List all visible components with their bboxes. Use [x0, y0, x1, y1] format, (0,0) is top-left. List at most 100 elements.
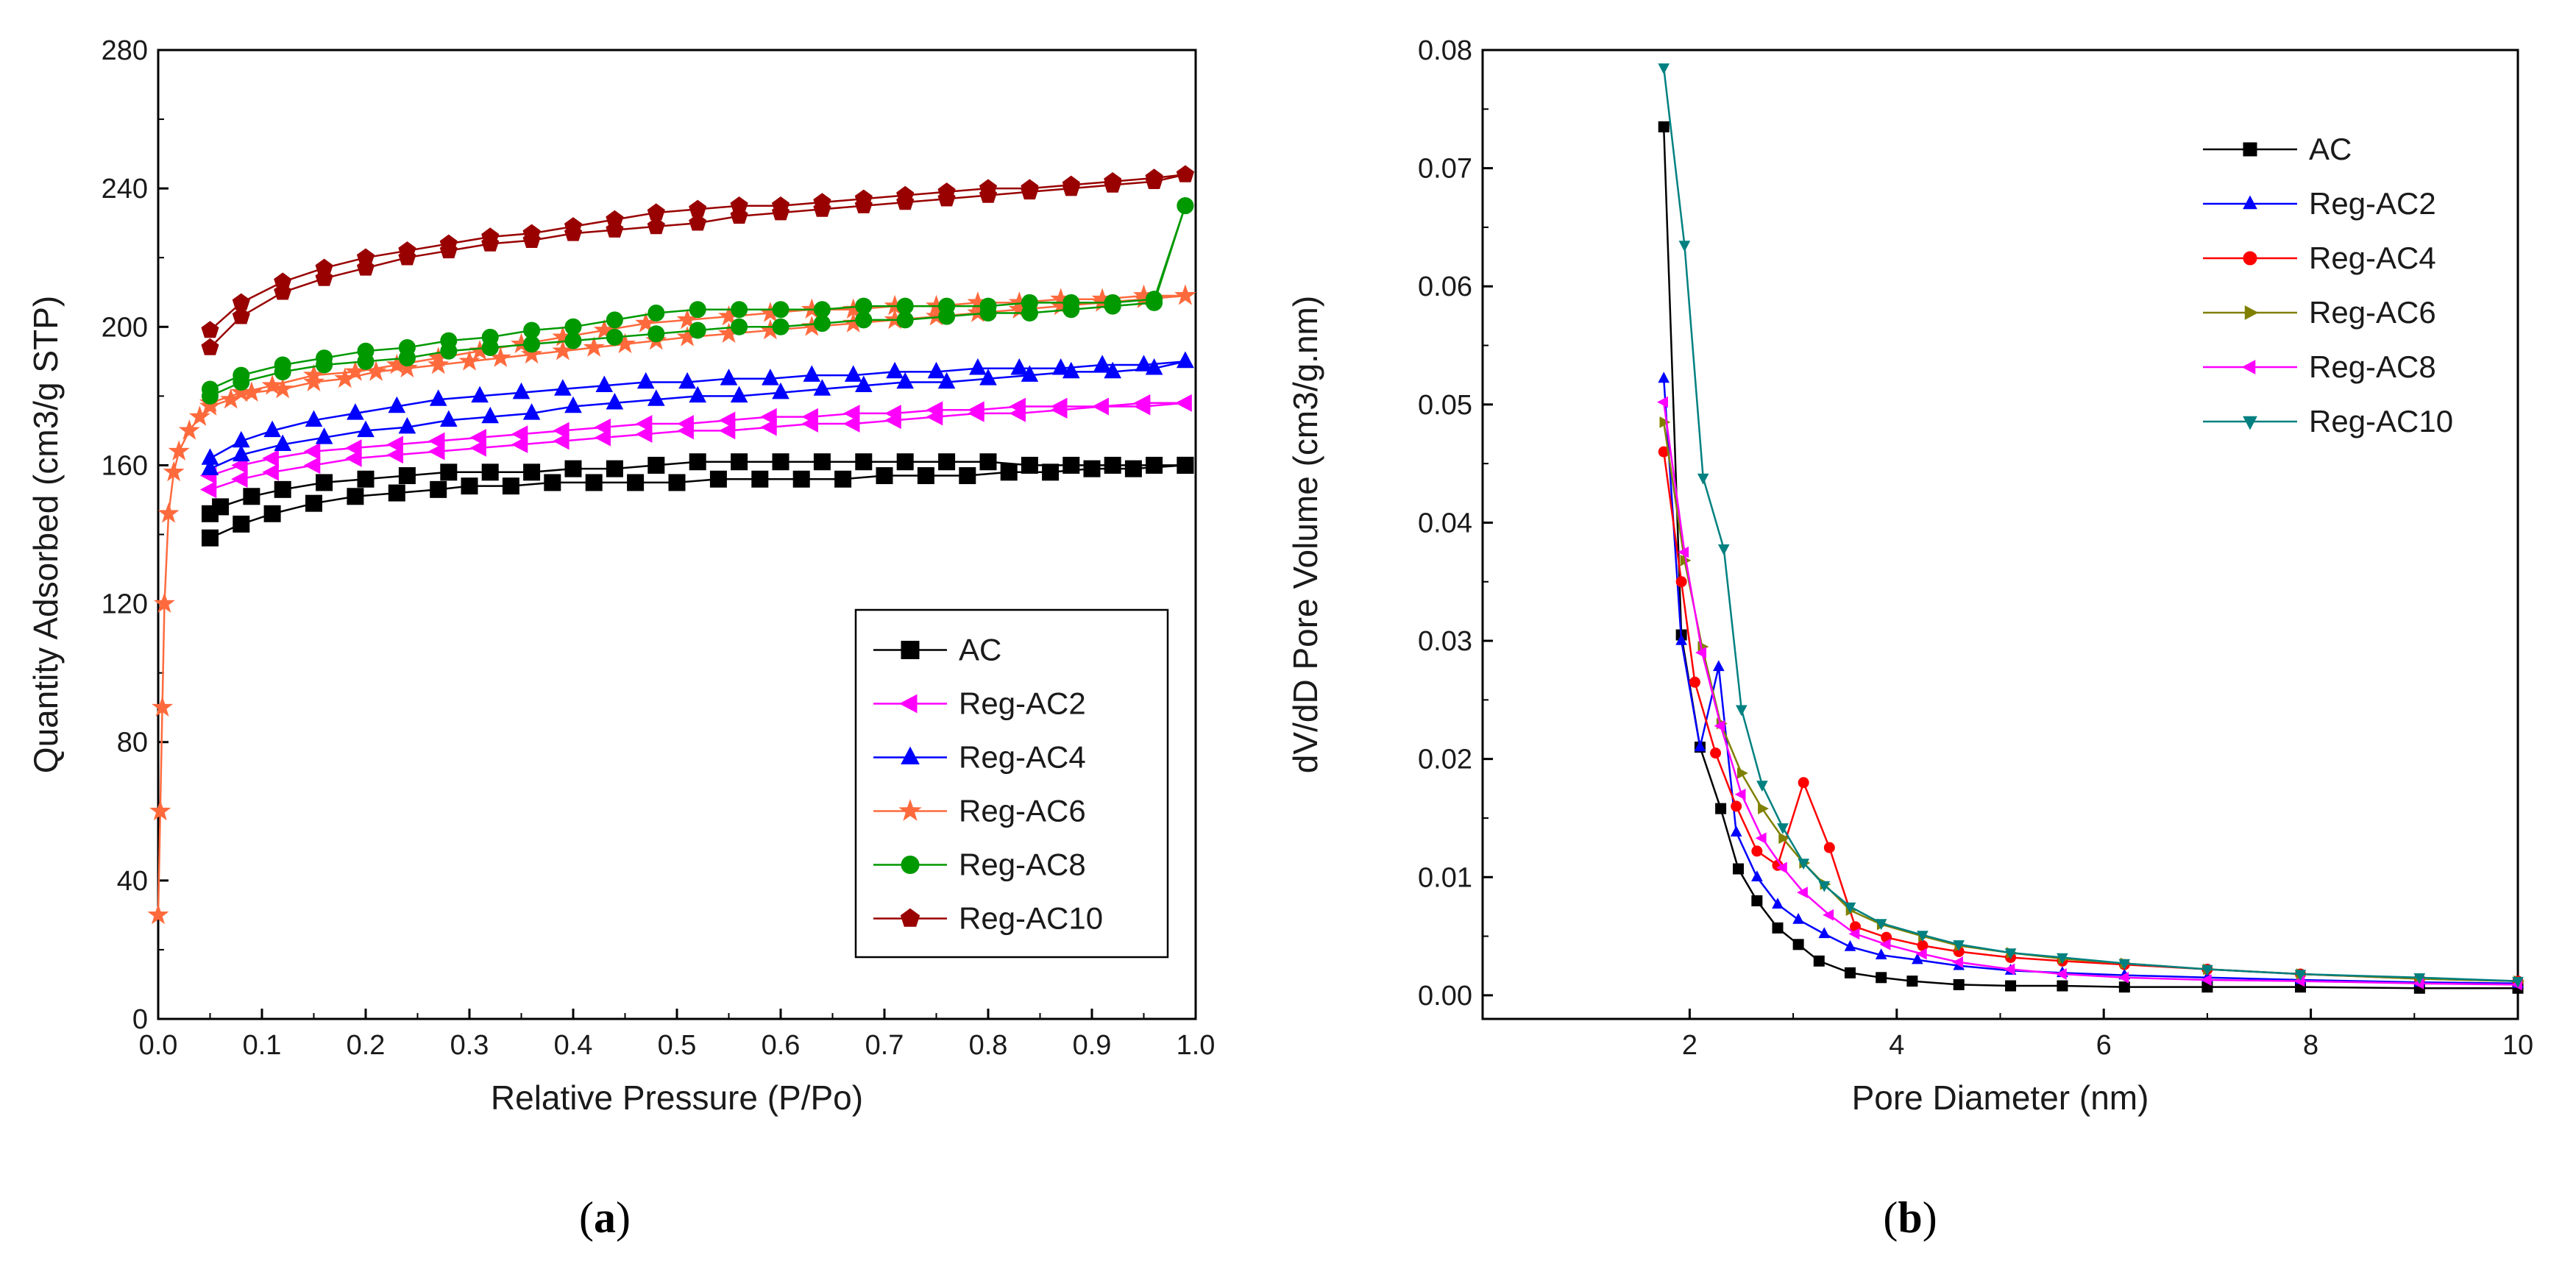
- data-point-reg-ac2: [1009, 397, 1026, 416]
- legend-marker-reg-ac4: [2243, 251, 2257, 266]
- data-point-reg-ac4: [1689, 676, 1700, 688]
- series-line-reg-ac4: [1662, 451, 2519, 982]
- data-point-reg-ac2: [1092, 397, 1109, 416]
- data-point-reg-ac8: [772, 318, 790, 335]
- data-point-reg-ac2: [469, 428, 486, 447]
- data-point-reg-ac6: [1659, 416, 1671, 428]
- data-point-reg-ac10: [689, 199, 707, 217]
- legend-label-reg-ac8: Reg-AC8: [959, 848, 1086, 882]
- legend-label-reg-ac10: Reg-AC10: [2309, 404, 2453, 438]
- data-point-ac: [1104, 456, 1121, 474]
- data-point-reg-ac4: [1093, 355, 1111, 372]
- data-point-ac: [1021, 456, 1038, 474]
- data-point-reg-ac8: [564, 318, 582, 335]
- data-point-ac: [731, 453, 748, 471]
- data-point-reg-ac4: [315, 427, 333, 444]
- legend-marker-reg-ac8: [901, 856, 920, 874]
- data-point-reg-ac8: [2055, 968, 2067, 980]
- data-point-ac: [1146, 456, 1163, 474]
- legend-marker-reg-ac10: [900, 908, 920, 927]
- data-point-reg-ac8: [1678, 546, 1689, 558]
- data-point-reg-ac4: [606, 393, 624, 410]
- legend-label-reg-ac4: Reg-AC4: [2309, 241, 2436, 275]
- data-point-reg-ac2: [594, 418, 611, 436]
- data-point-reg-ac8: [274, 356, 291, 374]
- legend-marker-reg-ac2: [899, 694, 918, 714]
- data-point-reg-ac2: [199, 480, 217, 499]
- data-point-reg-ac6: [1174, 284, 1196, 305]
- data-point-reg-ac8: [772, 301, 790, 319]
- data-point-reg-ac10: [2118, 959, 2131, 970]
- data-point-reg-ac10: [979, 179, 998, 196]
- legend-label-reg-ac6: Reg-AC6: [2309, 295, 2436, 330]
- data-point-ac: [751, 470, 769, 488]
- data-point-reg-ac2: [1912, 953, 1923, 964]
- data-point-reg-ac10: [771, 196, 790, 213]
- data-point-reg-ac8: [731, 318, 748, 335]
- y-axis-label: dV/dD Pore Volume (cm3/g.nm): [1286, 296, 1324, 773]
- data-point-reg-ac10: [1697, 473, 1709, 485]
- data-point-reg-ac4: [762, 369, 779, 385]
- data-point-reg-ac10: [201, 338, 219, 355]
- data-point-reg-ac4: [937, 372, 956, 389]
- data-point-reg-ac8: [731, 301, 748, 319]
- data-point-reg-ac10: [232, 307, 250, 324]
- data-point-reg-ac8: [523, 321, 541, 339]
- x-tick-label: 0.8: [969, 1030, 1008, 1061]
- data-point-reg-ac4: [803, 365, 821, 382]
- series-reg-ac8: [1657, 396, 2522, 991]
- data-point-reg-ac8: [440, 332, 458, 349]
- data-point-reg-ac4: [969, 358, 987, 375]
- series-reg-ac8: [202, 197, 1194, 405]
- y-tick-label: 280: [102, 35, 148, 66]
- series-line-reg-ac6: [1662, 422, 2519, 982]
- data-point-reg-ac10: [1917, 931, 1929, 942]
- data-point-reg-ac4: [1751, 845, 1763, 857]
- data-point-reg-ac10: [1953, 940, 1965, 951]
- data-point-reg-ac2: [1694, 740, 1706, 752]
- data-point-reg-ac6: [163, 461, 185, 482]
- legend-label-reg-ac4: Reg-AC4: [959, 740, 1086, 775]
- x-tick-label: 1.0: [1177, 1030, 1216, 1061]
- data-point-reg-ac4: [398, 416, 416, 434]
- data-point-ac: [523, 463, 541, 481]
- data-point-reg-ac2: [1844, 939, 1856, 951]
- data-point-reg-ac10: [315, 258, 333, 276]
- data-point-reg-ac2: [231, 470, 248, 488]
- legend-marker-reg-ac6: [898, 798, 922, 821]
- data-point-reg-ac2: [1712, 660, 1725, 672]
- data-point-reg-ac6: [152, 696, 174, 717]
- data-point-reg-ac2: [1050, 397, 1068, 416]
- x-tick-label: 0.5: [658, 1030, 697, 1061]
- data-point-reg-ac2: [1772, 898, 1784, 909]
- legend-box: [854, 608, 1169, 959]
- data-point-reg-ac2: [1818, 927, 1831, 939]
- y-tick-label: 0.03: [1418, 626, 1472, 657]
- data-point-reg-ac6: [149, 800, 171, 821]
- y-tick-label: 0: [132, 1004, 148, 1035]
- data-point-reg-ac2: [345, 439, 362, 457]
- data-point-reg-ac4: [1710, 747, 1722, 759]
- data-point-reg-ac4: [844, 365, 862, 382]
- legend-marker-reg-ac8: [2241, 360, 2256, 374]
- legend-marker-ac: [901, 641, 920, 659]
- data-point-reg-ac8: [1879, 938, 1891, 951]
- data-point-ac: [316, 474, 333, 491]
- data-point-ac: [959, 467, 976, 485]
- data-point-ac: [233, 515, 250, 533]
- x-tick-label: 0.2: [347, 1030, 386, 1061]
- series-line-reg-ac8: [1662, 402, 2519, 986]
- data-point-reg-ac4: [678, 372, 696, 389]
- data-point-reg-ac4: [927, 361, 945, 379]
- x-tick-label: 2: [1682, 1030, 1697, 1061]
- y-axis-label: Quantity Adsorbed (cm3/g STP): [26, 296, 65, 773]
- data-point-reg-ac6: [1758, 803, 1769, 814]
- data-point-reg-ac10: [854, 189, 873, 207]
- data-point-reg-ac10: [1678, 241, 1691, 252]
- data-point-reg-ac8: [481, 328, 499, 346]
- y-tick-label: 0.00: [1418, 981, 1472, 1012]
- data-point-reg-ac4: [595, 375, 614, 392]
- data-point-ac: [2118, 981, 2130, 993]
- y-tick-label: 0.05: [1418, 390, 1472, 421]
- data-point-reg-ac10: [398, 241, 416, 259]
